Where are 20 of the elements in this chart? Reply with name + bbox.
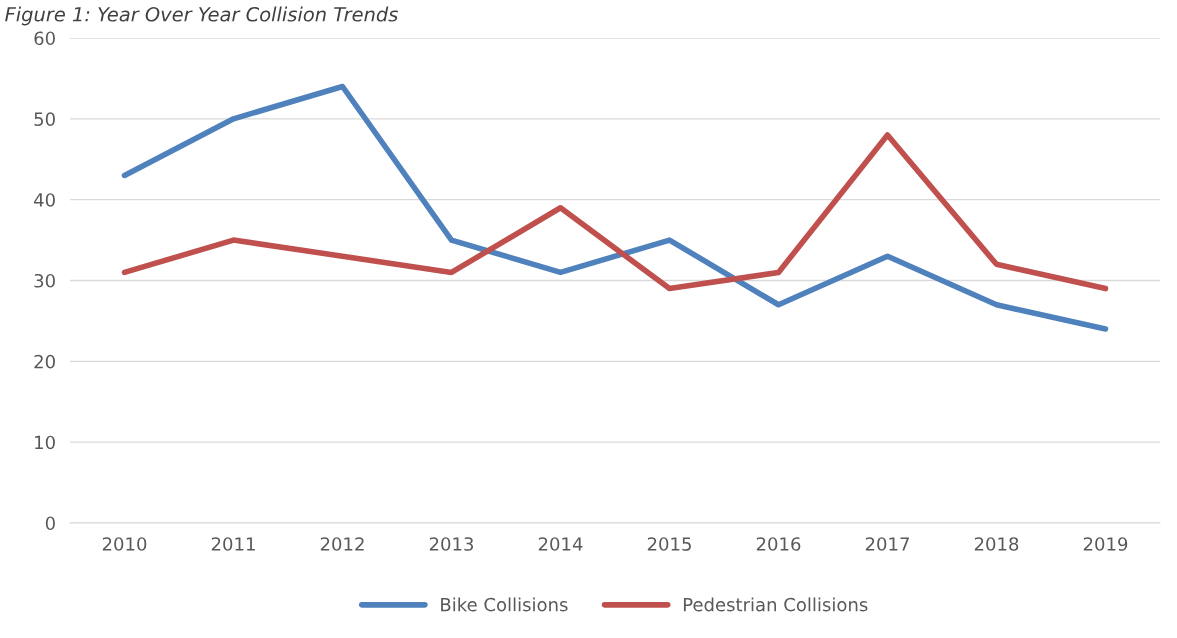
y-tick-label: 60 — [34, 31, 55, 46]
y-tick-label: 40 — [34, 193, 55, 207]
legend-label: Bike Collisions — [441, 597, 568, 612]
legend-label: Pedestrian Collisions — [683, 597, 868, 612]
x-tick-label: 2016 — [756, 537, 801, 551]
x-tick-label: 2010 — [102, 537, 147, 551]
y-tick-label: 20 — [34, 354, 55, 369]
x-tick-label: 2018 — [974, 537, 1019, 551]
y-tick-label: 0 — [45, 516, 55, 531]
x-tick-label: 2012 — [320, 537, 364, 551]
x-tick-label: 2015 — [647, 537, 691, 551]
x-tick-label: 2014 — [538, 537, 583, 551]
y-tick-label: 10 — [35, 435, 55, 450]
x-tick-label: 2013 — [429, 537, 474, 551]
chart-title: Figure 1: Year Over Year Collision Trends — [5, 6, 398, 26]
y-tick-label: 50 — [34, 112, 55, 126]
x-tick-label: 2017 — [865, 537, 909, 551]
x-tick-label: 2019 — [1083, 537, 1128, 551]
y-tick-label: 30 — [34, 273, 55, 288]
x-tick-label: 2011 — [211, 537, 255, 551]
